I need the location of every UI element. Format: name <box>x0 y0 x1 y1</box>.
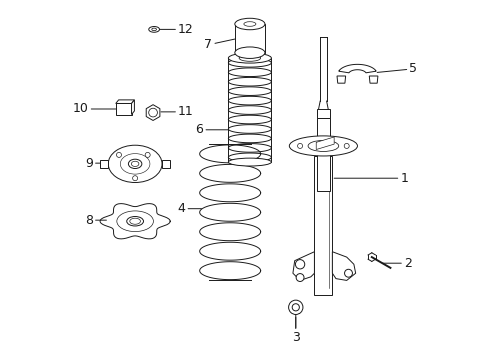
Ellipse shape <box>244 22 255 26</box>
Circle shape <box>292 304 299 311</box>
Circle shape <box>344 143 348 148</box>
Polygon shape <box>292 252 314 280</box>
Polygon shape <box>146 105 160 121</box>
Text: 2: 2 <box>382 257 411 270</box>
Ellipse shape <box>289 136 357 156</box>
Circle shape <box>344 269 352 277</box>
Text: 12: 12 <box>159 23 194 36</box>
Circle shape <box>132 176 137 181</box>
Polygon shape <box>162 159 169 168</box>
Text: 6: 6 <box>195 123 228 136</box>
Ellipse shape <box>120 154 150 174</box>
Text: 10: 10 <box>73 103 116 116</box>
Polygon shape <box>100 159 108 168</box>
Ellipse shape <box>108 145 162 183</box>
FancyBboxPatch shape <box>316 118 329 191</box>
FancyBboxPatch shape <box>234 24 264 53</box>
Circle shape <box>297 143 302 148</box>
Ellipse shape <box>234 18 264 30</box>
FancyBboxPatch shape <box>314 156 332 295</box>
FancyBboxPatch shape <box>316 109 329 118</box>
Ellipse shape <box>129 218 140 224</box>
Circle shape <box>296 274 304 282</box>
Text: 1: 1 <box>333 172 407 185</box>
Ellipse shape <box>126 216 143 226</box>
Text: 9: 9 <box>85 157 100 170</box>
Text: 3: 3 <box>291 315 299 343</box>
Ellipse shape <box>128 159 142 168</box>
Ellipse shape <box>117 211 153 231</box>
Ellipse shape <box>228 53 271 63</box>
Ellipse shape <box>234 47 264 58</box>
Polygon shape <box>336 76 345 83</box>
Ellipse shape <box>307 140 338 152</box>
Text: 5: 5 <box>376 62 417 75</box>
Polygon shape <box>338 64 375 73</box>
Polygon shape <box>116 100 134 103</box>
Polygon shape <box>131 100 134 114</box>
Circle shape <box>288 300 303 315</box>
Text: 8: 8 <box>84 214 106 227</box>
Polygon shape <box>332 252 355 280</box>
Circle shape <box>295 260 304 269</box>
Circle shape <box>116 152 121 157</box>
Ellipse shape <box>148 27 159 32</box>
Polygon shape <box>368 76 377 83</box>
Ellipse shape <box>239 55 260 61</box>
Circle shape <box>145 152 150 157</box>
Ellipse shape <box>131 161 139 166</box>
Text: 11: 11 <box>161 105 194 118</box>
Text: 4: 4 <box>177 202 201 215</box>
Ellipse shape <box>228 158 271 166</box>
Circle shape <box>148 108 157 117</box>
Text: 7: 7 <box>204 38 234 51</box>
Polygon shape <box>316 137 333 149</box>
Ellipse shape <box>151 28 156 31</box>
Polygon shape <box>116 103 131 114</box>
